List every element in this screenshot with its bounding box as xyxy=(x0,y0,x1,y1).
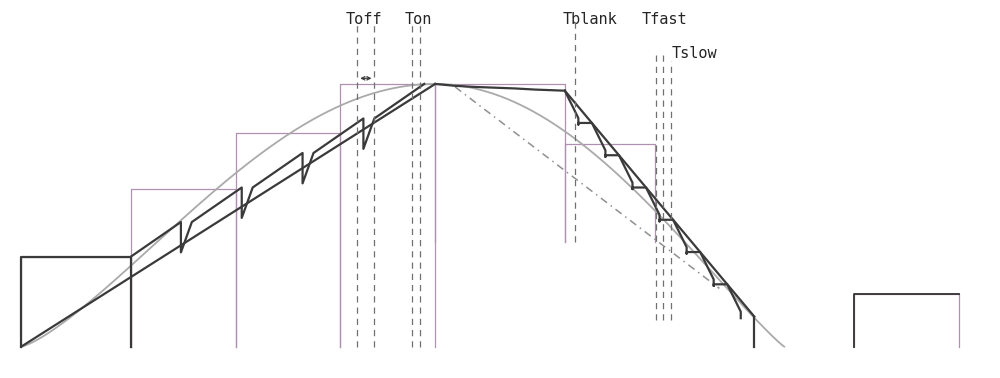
Text: Toff: Toff xyxy=(345,12,382,27)
Text: Tslow: Tslow xyxy=(672,46,717,61)
Text: Tblank: Tblank xyxy=(562,12,617,27)
Text: Ton: Ton xyxy=(405,12,432,27)
Text: Tfast: Tfast xyxy=(642,12,687,27)
